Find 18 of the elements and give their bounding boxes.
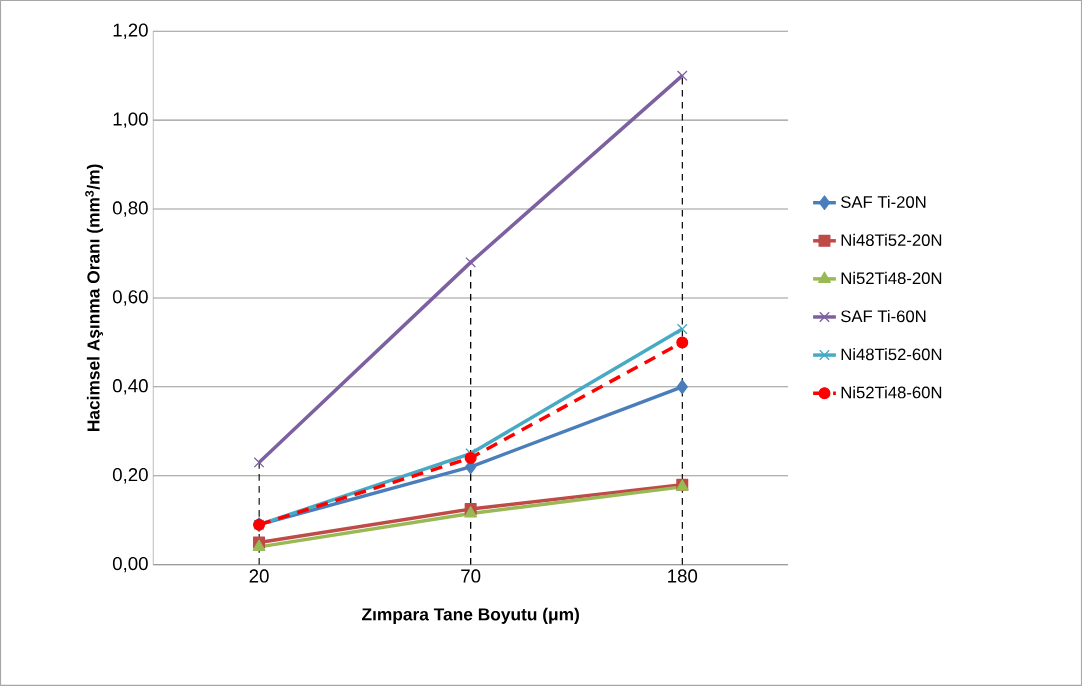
y-tick-label: 0,40 [112,379,148,395]
x-tick-label: 20 [249,569,269,583]
x-tick-label: 70 [461,569,481,583]
legend-label: Ni52Ti48-20N [841,271,942,285]
y-tick-label: 0,60 [112,290,148,306]
x-axis-title: Zımpara Tane Boyutu (μm) [362,607,579,624]
legend-label: Ni52Ti48-60N [841,386,942,399]
legend-label: Ni48Ti52-60N [841,348,942,361]
y-tick-label: 1,00 [113,112,148,128]
legend-label: SAF Ti-20N [841,195,926,208]
legend-label: SAF Ti-60N [841,309,926,323]
y-axis-title: Hacimsel Aşınma Oranı (mm$^{3}$/m) [85,164,104,432]
y-tick-label: 1,20 [113,23,148,39]
x-tick-label: 180 [668,569,698,583]
y-tick-label: 0,80 [112,201,148,217]
y-tick-label: 0,00 [112,556,148,573]
legend-label: Ni48Ti52-20N [841,233,942,247]
y-tick-label: 0,20 [112,468,148,484]
